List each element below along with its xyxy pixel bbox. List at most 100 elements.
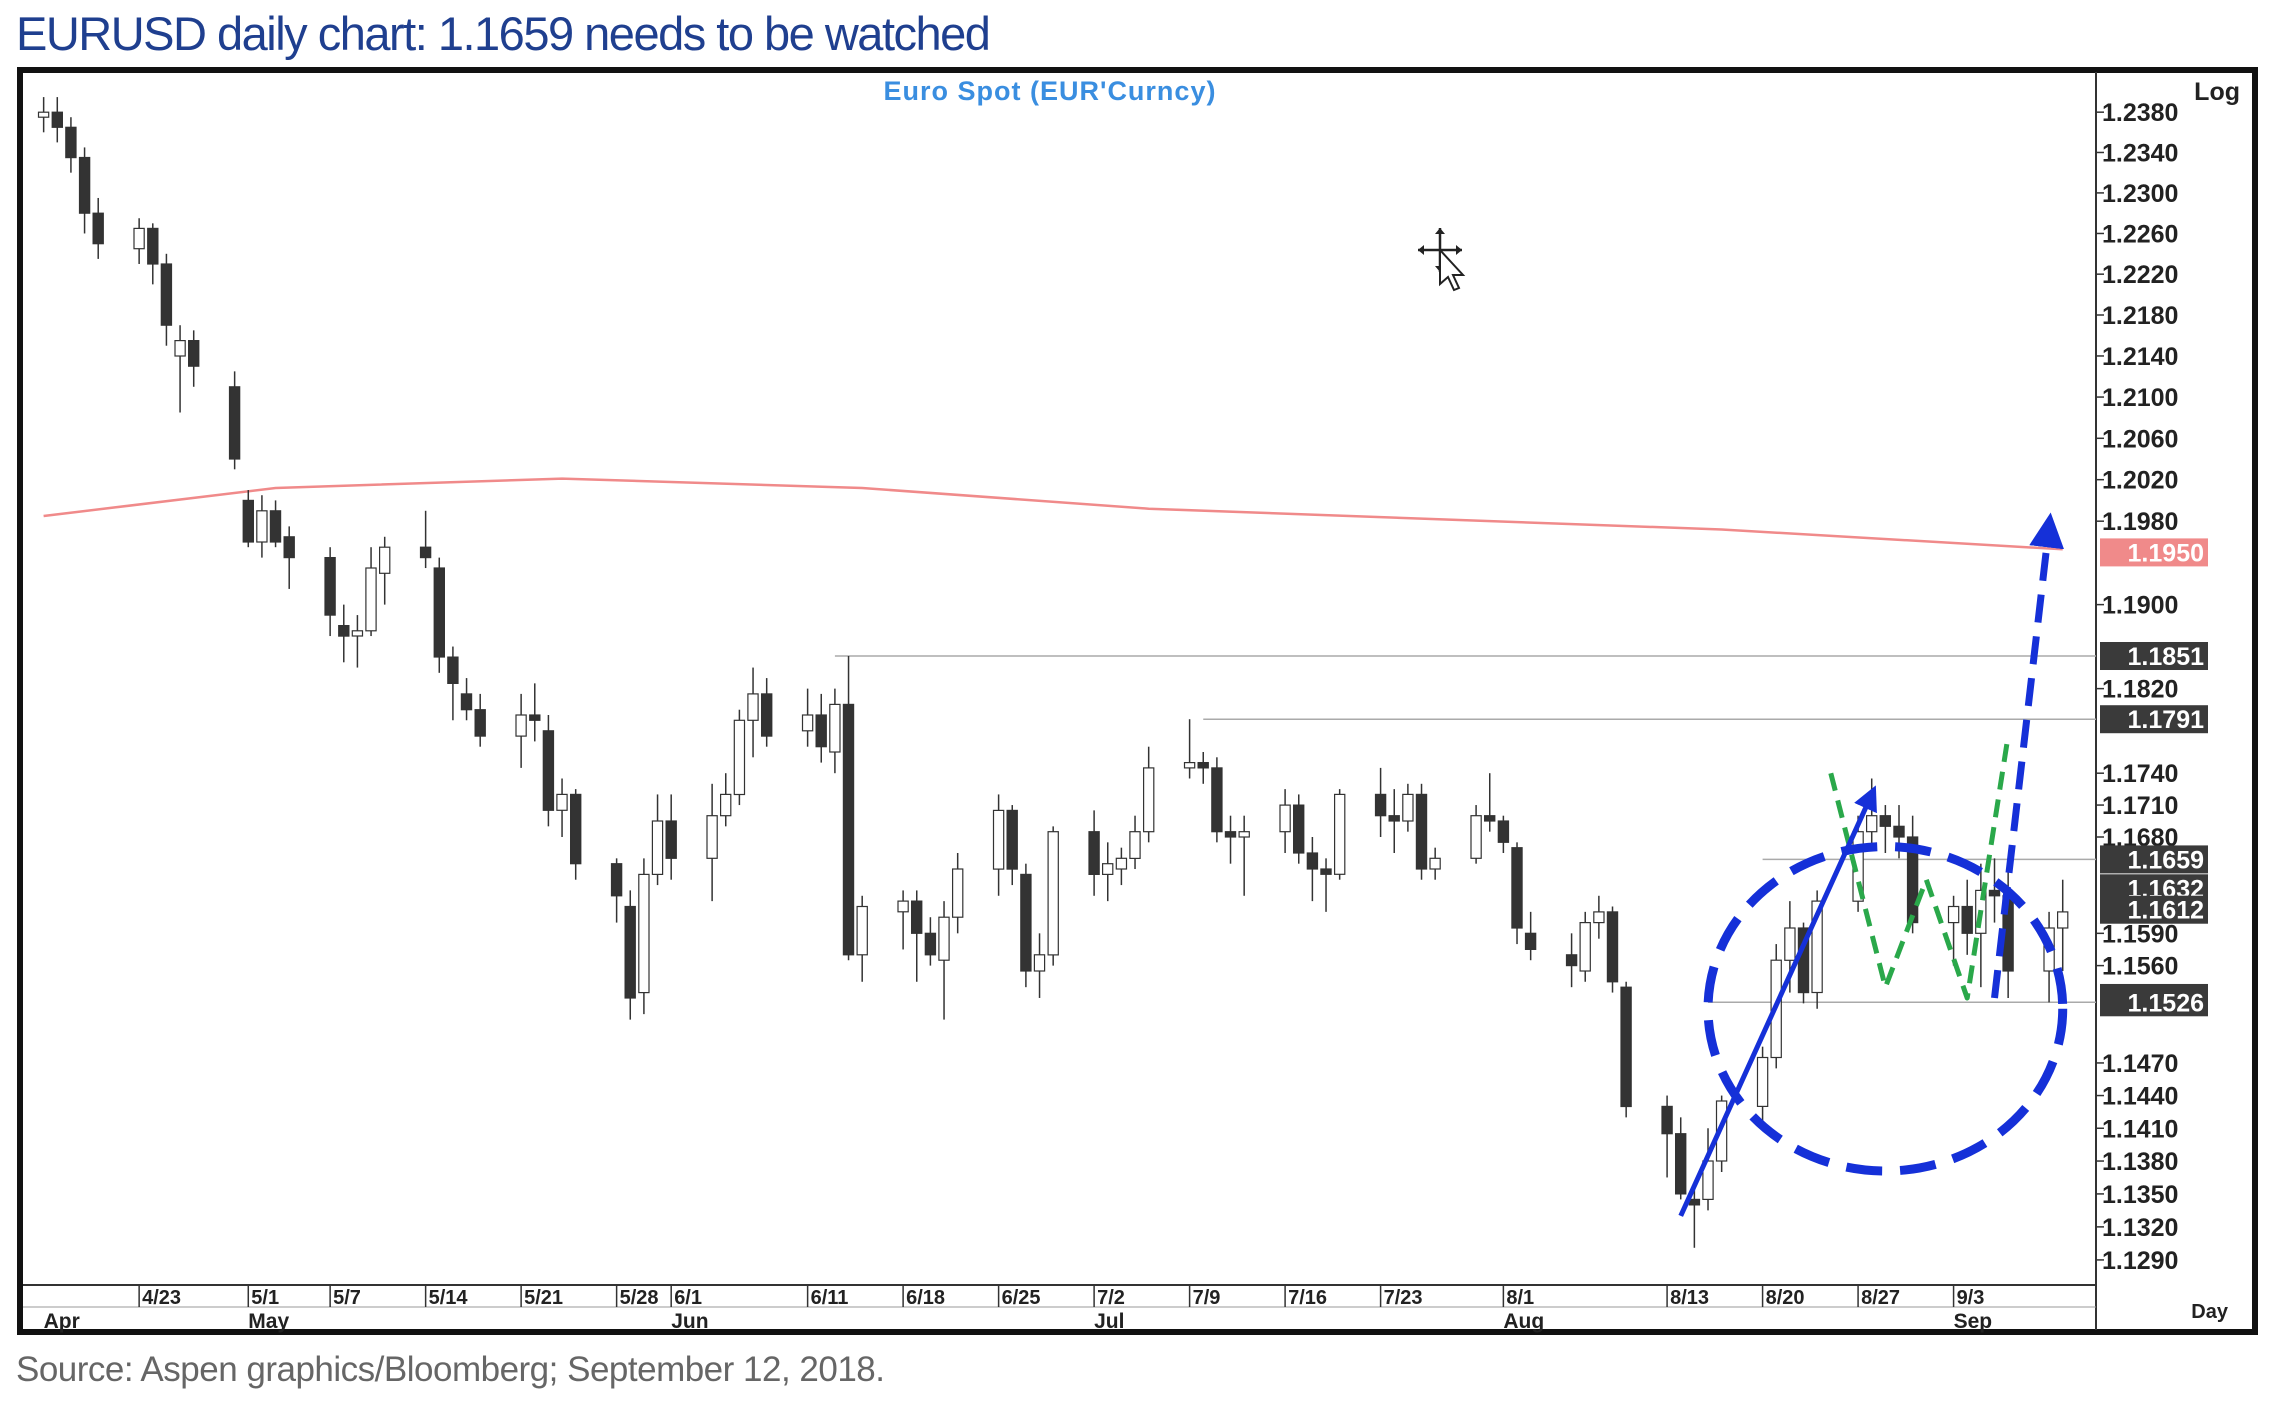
candle-down — [1620, 986, 1632, 1108]
candle-down — [324, 556, 336, 616]
candle-down — [338, 624, 350, 637]
y-tick-label: 1.2220 — [2102, 261, 2178, 289]
candle-down — [474, 709, 486, 737]
candle-down — [1006, 809, 1018, 870]
candle-down — [610, 863, 623, 897]
candle-down — [1197, 761, 1209, 769]
candle-down — [1661, 1105, 1673, 1135]
y-tick-label: 1.2180 — [2102, 302, 2178, 330]
candle-down — [1961, 905, 1973, 934]
x-tick-label: 7/16 — [1288, 1287, 1327, 1309]
candle-down — [460, 693, 473, 711]
candle-up — [1947, 905, 1960, 924]
x-tick-label: 7/2 — [1097, 1287, 1125, 1309]
candle-up — [1811, 900, 1823, 994]
candle-down — [842, 703, 855, 956]
candle-up — [1033, 954, 1046, 972]
candle-up — [1279, 804, 1291, 833]
candle-down — [1292, 804, 1305, 854]
x-tick-label: 7/9 — [1193, 1287, 1221, 1309]
price-axis: 1.2380 1.2340 1.2300 1.2260 1.2220 1.2180 1.21… — [2096, 99, 2208, 1275]
price-label: 1.1950 — [2128, 539, 2204, 567]
candle-down — [51, 111, 64, 128]
candle-up — [379, 546, 391, 574]
annotations-layer — [1678, 512, 2068, 1217]
candle-down — [1497, 820, 1510, 843]
candle-up — [1402, 793, 1414, 822]
candle-down — [1893, 825, 1905, 838]
y-tick-label: 1.1900 — [2102, 592, 2178, 620]
candle-up — [938, 916, 950, 961]
moving-average-layer — [43, 477, 2063, 551]
y-tick-label: 1.2380 — [2102, 99, 2178, 127]
candle-up — [733, 719, 746, 796]
y-tick-label: 1.1820 — [2102, 676, 2178, 704]
candle-up — [256, 510, 268, 543]
candle-up — [1593, 911, 1605, 924]
candle-down — [1688, 1198, 1701, 1206]
candle-up — [747, 693, 759, 721]
x-tick-label: 8/13 — [1670, 1287, 1709, 1309]
y-tick-label: 1.1410 — [2102, 1115, 2178, 1143]
headline: EURUSD daily chart: 1.1659 needs to be w… — [16, 7, 991, 60]
y-tick-label: 1.2060 — [2102, 425, 2178, 453]
candle-down — [1524, 932, 1537, 950]
y-tick-label: 1.1440 — [2102, 1083, 2178, 1111]
candle-down — [529, 714, 541, 721]
date-axis: 4/23 5/1 5/7 5/14 5/21 5/28 6/1 6/11 6/18 6/25 7/2… — [44, 1285, 1992, 1333]
x-tick-label: 6/25 — [1002, 1287, 1041, 1309]
candle-up — [992, 809, 1005, 870]
annotation-ellipse — [1703, 842, 2068, 1176]
candle-up — [37, 111, 50, 118]
price-label-box — [2100, 705, 2208, 734]
candle-down — [1374, 793, 1387, 817]
x-tick-label: 6/1 — [674, 1287, 702, 1309]
candle-up — [897, 900, 909, 913]
candle-up — [2057, 911, 2069, 929]
candle-down — [542, 730, 555, 811]
y-tick-label: 1.1740 — [2102, 760, 2178, 788]
price-label-box — [2100, 642, 2208, 671]
annotation-up-arrow — [1678, 785, 1877, 1217]
candle-down — [1879, 815, 1891, 827]
candle-up — [638, 873, 650, 994]
candle-up — [351, 630, 364, 637]
price-label-box — [2100, 988, 2208, 1017]
y-tick-label: 1.2300 — [2102, 180, 2178, 208]
x-tick-label: 7/23 — [1384, 1287, 1423, 1309]
candle-down — [1306, 852, 1319, 870]
candle-down — [65, 126, 77, 159]
candle-down — [1388, 815, 1400, 822]
price-label: 1.1612 — [2128, 897, 2204, 925]
candle-down — [1415, 793, 1428, 870]
y-tick-label: 1.2020 — [2102, 467, 2178, 495]
annotation-dashed-arrow — [1991, 512, 2065, 999]
candle-down — [1606, 911, 1619, 983]
price-label: 1.1526 — [2128, 989, 2204, 1017]
x-unit-label: Day — [2191, 1301, 2229, 1323]
candle-up — [556, 793, 568, 811]
x-tick-label: 8/20 — [1766, 1287, 1805, 1309]
x-tick-label: 4/23 — [142, 1287, 181, 1309]
y-tick-label: 1.2140 — [2102, 343, 2178, 371]
y-tick-label: 1.1590 — [2102, 920, 2178, 948]
candle-down — [269, 510, 282, 543]
candle-up — [1865, 815, 1878, 833]
candle-down — [147, 227, 159, 265]
candle-down — [1224, 831, 1237, 838]
candle-down — [815, 714, 827, 748]
candle-down — [447, 656, 459, 684]
price-label-box — [2100, 538, 2208, 567]
moving-average-line — [43, 477, 2063, 551]
candle-down — [78, 156, 91, 214]
candle-down — [1320, 868, 1332, 875]
x-tick-label: 8/1 — [1506, 1287, 1534, 1309]
y-tick-label: 1.1320 — [2102, 1214, 2178, 1242]
candle-up — [1115, 857, 1128, 870]
candle-up — [651, 820, 664, 876]
candle-up — [1238, 831, 1250, 838]
candle-up — [801, 714, 814, 732]
candle-down — [283, 536, 295, 559]
candle-down — [1674, 1133, 1687, 1195]
candles-layer — [37, 97, 2069, 1248]
